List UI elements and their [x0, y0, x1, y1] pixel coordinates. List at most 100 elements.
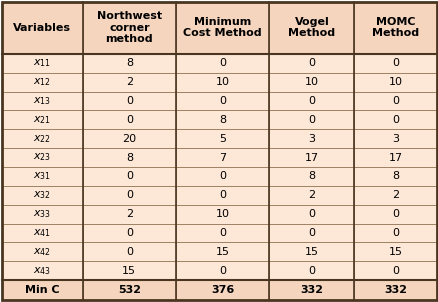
Bar — [82, 2, 176, 54]
Text: $x_{42}$: $x_{42}$ — [33, 246, 51, 258]
Text: 332: 332 — [300, 285, 323, 295]
Bar — [269, 261, 353, 280]
Bar — [2, 280, 82, 300]
Bar — [269, 223, 353, 243]
Text: 0: 0 — [307, 266, 314, 276]
Text: 17: 17 — [304, 153, 318, 162]
Bar — [176, 280, 269, 300]
Bar — [2, 129, 82, 148]
Text: 10: 10 — [304, 77, 318, 87]
Bar — [176, 186, 269, 205]
Text: 0: 0 — [391, 228, 398, 238]
Bar — [82, 243, 176, 261]
Bar — [82, 54, 176, 73]
Text: 0: 0 — [307, 209, 314, 219]
Bar — [353, 2, 436, 54]
Bar — [269, 167, 353, 186]
Text: $x_{23}$: $x_{23}$ — [33, 152, 51, 163]
Text: Vogel
Method: Vogel Method — [288, 17, 335, 38]
Text: 0: 0 — [126, 190, 133, 200]
Bar — [353, 54, 436, 73]
Text: Min C: Min C — [25, 285, 60, 295]
Text: 0: 0 — [391, 209, 398, 219]
Bar — [269, 54, 353, 73]
Text: 10: 10 — [388, 77, 402, 87]
Bar — [269, 2, 353, 54]
Text: 0: 0 — [307, 115, 314, 125]
Bar — [269, 129, 353, 148]
Text: 2: 2 — [391, 190, 398, 200]
Text: Minimum
Cost Method: Minimum Cost Method — [183, 17, 261, 38]
Bar — [176, 261, 269, 280]
Text: 0: 0 — [219, 266, 226, 276]
Text: $x_{22}$: $x_{22}$ — [33, 133, 51, 145]
Text: 0: 0 — [219, 96, 226, 106]
Bar — [353, 148, 436, 167]
Text: 0: 0 — [391, 266, 398, 276]
Text: 8: 8 — [307, 172, 314, 182]
Text: 2: 2 — [307, 190, 314, 200]
Bar — [2, 243, 82, 261]
Bar — [82, 205, 176, 223]
Bar — [2, 223, 82, 243]
Text: $x_{12}$: $x_{12}$ — [33, 76, 51, 88]
Text: 0: 0 — [307, 96, 314, 106]
Text: $x_{11}$: $x_{11}$ — [33, 57, 51, 69]
Bar — [176, 243, 269, 261]
Bar — [353, 243, 436, 261]
Text: $x_{13}$: $x_{13}$ — [33, 95, 51, 107]
Bar — [82, 111, 176, 129]
Text: 5: 5 — [219, 134, 226, 144]
Text: 0: 0 — [126, 247, 133, 257]
Text: 3: 3 — [307, 134, 314, 144]
Bar — [353, 280, 436, 300]
Bar — [353, 223, 436, 243]
Bar — [176, 73, 269, 92]
Text: 0: 0 — [126, 172, 133, 182]
Text: 3: 3 — [391, 134, 398, 144]
Bar — [269, 148, 353, 167]
Bar — [353, 92, 436, 111]
Bar — [2, 2, 82, 54]
Text: 0: 0 — [126, 228, 133, 238]
Bar — [176, 92, 269, 111]
Bar — [2, 167, 82, 186]
Text: 0: 0 — [126, 115, 133, 125]
Text: $x_{43}$: $x_{43}$ — [33, 265, 51, 277]
Bar — [2, 261, 82, 280]
Bar — [82, 186, 176, 205]
Text: 15: 15 — [388, 247, 402, 257]
Text: 0: 0 — [219, 58, 226, 68]
Bar — [2, 111, 82, 129]
Text: 15: 15 — [304, 247, 318, 257]
Bar — [353, 167, 436, 186]
Text: 8: 8 — [125, 58, 133, 68]
Bar — [353, 261, 436, 280]
Bar — [176, 54, 269, 73]
Bar — [2, 148, 82, 167]
Bar — [353, 205, 436, 223]
Bar — [176, 223, 269, 243]
Text: Northwest
corner
method: Northwest corner method — [96, 11, 162, 44]
Bar — [353, 73, 436, 92]
Text: 8: 8 — [125, 153, 133, 162]
Text: 0: 0 — [307, 228, 314, 238]
Bar — [269, 243, 353, 261]
Bar — [176, 111, 269, 129]
Bar — [2, 73, 82, 92]
Bar — [353, 129, 436, 148]
Bar — [82, 280, 176, 300]
Bar — [269, 280, 353, 300]
Bar — [2, 92, 82, 111]
Text: 0: 0 — [219, 228, 226, 238]
Bar — [2, 205, 82, 223]
Text: 0: 0 — [391, 96, 398, 106]
Text: 376: 376 — [211, 285, 234, 295]
Bar — [176, 205, 269, 223]
Bar — [82, 167, 176, 186]
Text: 0: 0 — [391, 115, 398, 125]
Text: 10: 10 — [215, 209, 229, 219]
Text: 7: 7 — [219, 153, 226, 162]
Text: 532: 532 — [117, 285, 141, 295]
Text: MOMC
Method: MOMC Method — [371, 17, 418, 38]
